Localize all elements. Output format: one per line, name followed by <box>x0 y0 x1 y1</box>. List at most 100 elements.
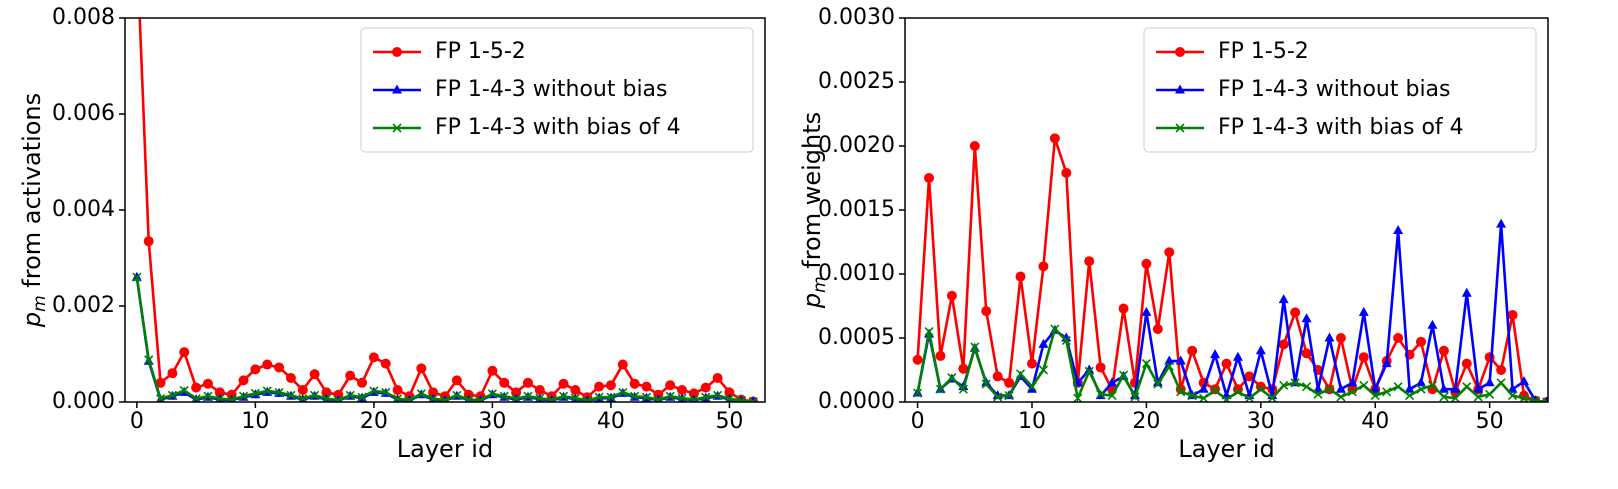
marker <box>1221 394 1232 402</box>
marker <box>534 385 545 395</box>
legend-label: FP 1-4-3 without bias <box>435 77 668 102</box>
marker <box>1141 306 1152 316</box>
marker <box>1438 345 1449 356</box>
marker <box>1324 384 1335 394</box>
legend-label: FP 1-4-3 with bias of 4 <box>435 115 681 140</box>
series-line <box>916 223 1548 402</box>
marker <box>274 387 284 397</box>
subplot: 0.000 0.002 0.004 0.006 0.008 0 10 20 30 40 50 Laye… <box>18 5 766 463</box>
marker <box>1095 362 1106 373</box>
y-tick-label: 0.008 <box>52 5 115 30</box>
marker <box>970 342 980 352</box>
marker <box>1118 303 1129 314</box>
marker <box>1518 376 1529 386</box>
marker <box>285 373 296 383</box>
marker <box>238 391 249 401</box>
marker <box>369 386 379 396</box>
marker <box>1416 377 1427 387</box>
marker <box>1393 224 1404 234</box>
marker <box>1439 392 1449 402</box>
marker <box>297 385 308 395</box>
marker <box>1462 382 1472 392</box>
marker <box>1038 365 1049 375</box>
marker <box>1324 332 1335 342</box>
series-line <box>135 277 754 402</box>
marker <box>1473 392 1483 402</box>
legend-label: FP 1-4-3 without bias <box>1218 77 1451 102</box>
marker <box>665 391 675 401</box>
marker <box>1393 333 1404 343</box>
marker <box>689 395 699 402</box>
series-line <box>916 137 1548 402</box>
marker <box>700 382 711 393</box>
marker <box>1038 338 1049 348</box>
marker <box>913 388 923 398</box>
marker <box>641 381 652 392</box>
y-tick-label: 0.0025 <box>818 69 895 94</box>
y-axis-label-part: from activations <box>18 93 46 295</box>
marker <box>1175 84 1185 94</box>
legend: FP 1-5-2 FP 1-4-3 without bias FP 1-4-3 wi… <box>1143 27 1537 153</box>
y-axis-label-part: p <box>18 312 46 328</box>
marker <box>286 390 296 400</box>
legend-label: FP 1-4-3 with bias of 4 <box>1218 115 1464 140</box>
y-tick-label: 0.0005 <box>818 325 895 350</box>
marker <box>499 377 510 388</box>
marker <box>606 392 616 402</box>
marker <box>558 391 569 401</box>
marker <box>570 385 581 395</box>
marker <box>558 378 569 389</box>
marker <box>203 391 213 401</box>
marker <box>1152 324 1163 335</box>
marker <box>1336 392 1346 402</box>
marker <box>1496 378 1506 388</box>
marker <box>167 390 177 400</box>
marker <box>1450 383 1461 393</box>
marker <box>487 389 497 399</box>
marker <box>1141 258 1152 269</box>
marker <box>701 392 711 402</box>
y-axis-label-part: m <box>30 295 50 312</box>
marker <box>179 385 189 396</box>
marker <box>1381 358 1392 368</box>
marker <box>677 385 688 395</box>
marker <box>499 391 509 401</box>
marker <box>1279 380 1289 390</box>
marker <box>227 395 237 402</box>
marker <box>605 380 616 391</box>
marker <box>535 393 545 402</box>
marker <box>1485 389 1495 399</box>
x-tick-label: 40 <box>1361 409 1389 434</box>
marker <box>1015 369 1026 379</box>
marker <box>1038 261 1049 272</box>
marker <box>1313 389 1323 399</box>
marker <box>1427 319 1438 329</box>
x-tick-label: 10 <box>1018 409 1046 434</box>
marker <box>392 385 403 395</box>
marker <box>452 390 462 400</box>
x-tick-label: 30 <box>1247 409 1275 434</box>
marker <box>1358 306 1369 316</box>
marker <box>1278 339 1289 350</box>
marker <box>1221 358 1232 369</box>
marker <box>1393 382 1403 392</box>
marker <box>357 392 367 402</box>
marker <box>1302 382 1312 392</box>
plot-area <box>912 133 1548 402</box>
marker <box>1164 355 1175 365</box>
x-tick-label: 0 <box>911 409 925 434</box>
marker <box>1370 391 1380 401</box>
marker <box>1164 361 1174 371</box>
marker <box>1175 355 1186 365</box>
legend-box <box>360 27 754 153</box>
plot-area <box>131 18 759 402</box>
marker <box>1507 391 1518 401</box>
marker <box>155 377 166 388</box>
marker <box>143 236 154 247</box>
marker <box>1438 383 1449 393</box>
marker <box>630 391 640 401</box>
marker <box>1107 391 1117 401</box>
marker <box>1027 382 1037 392</box>
marker <box>1141 359 1151 369</box>
